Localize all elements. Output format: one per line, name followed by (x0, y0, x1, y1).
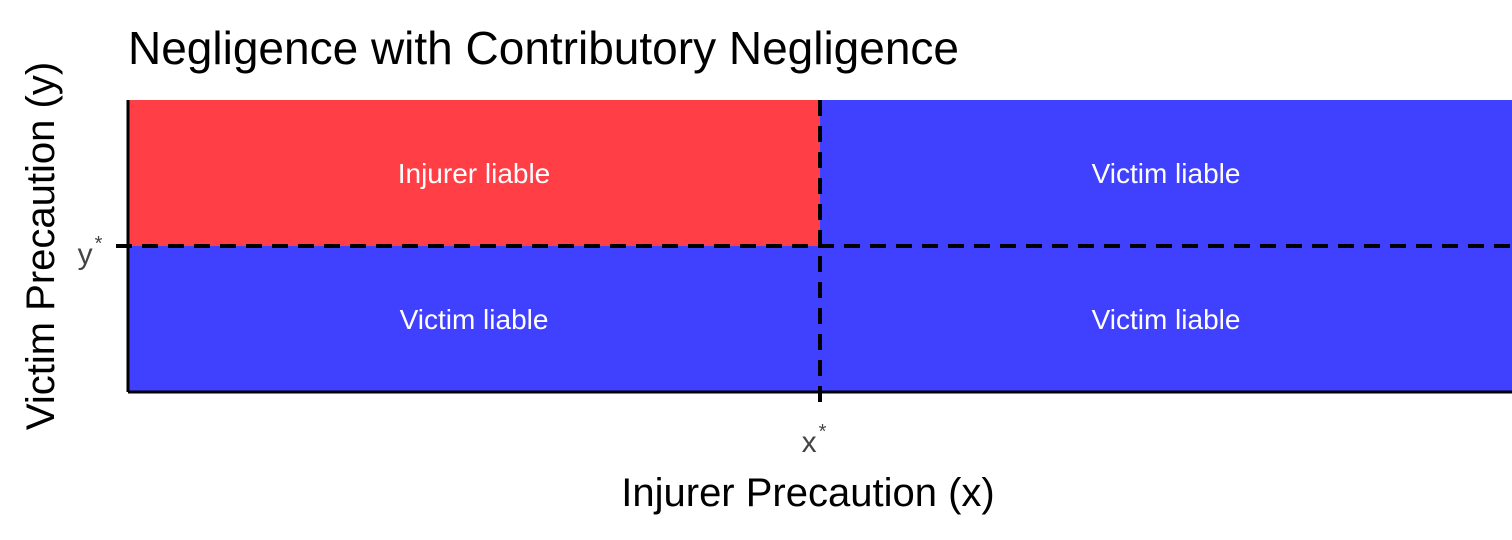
x-tick-superscript: * (819, 421, 827, 443)
region-label-2: Victim liable (1092, 158, 1241, 189)
region-3 (128, 246, 820, 392)
y-axis-title: Victim Precaution (y) (19, 62, 63, 430)
x-tick-text: x (802, 426, 817, 459)
region-2 (820, 100, 1512, 246)
y-tick-superscript: * (95, 233, 103, 255)
x-tick-label: x * (802, 421, 827, 459)
x-axis-title: Injurer Precaution (x) (621, 471, 994, 515)
region-label-3: Victim liable (400, 304, 549, 335)
regions-layer (128, 100, 1512, 392)
y-tick-label: y * (78, 233, 103, 271)
region-label-1: Injurer liable (398, 158, 551, 189)
y-tick-text: y (78, 238, 93, 271)
axis-ticks: x *y * (78, 233, 827, 459)
region-labels: Injurer liable Victim liable Victim liable… (398, 158, 1241, 335)
chart-title: Negligence with Contributory Negligence (128, 22, 959, 74)
region-label-4: Victim liable (1092, 304, 1241, 335)
region-4 (820, 246, 1512, 392)
region-1 (128, 100, 820, 246)
